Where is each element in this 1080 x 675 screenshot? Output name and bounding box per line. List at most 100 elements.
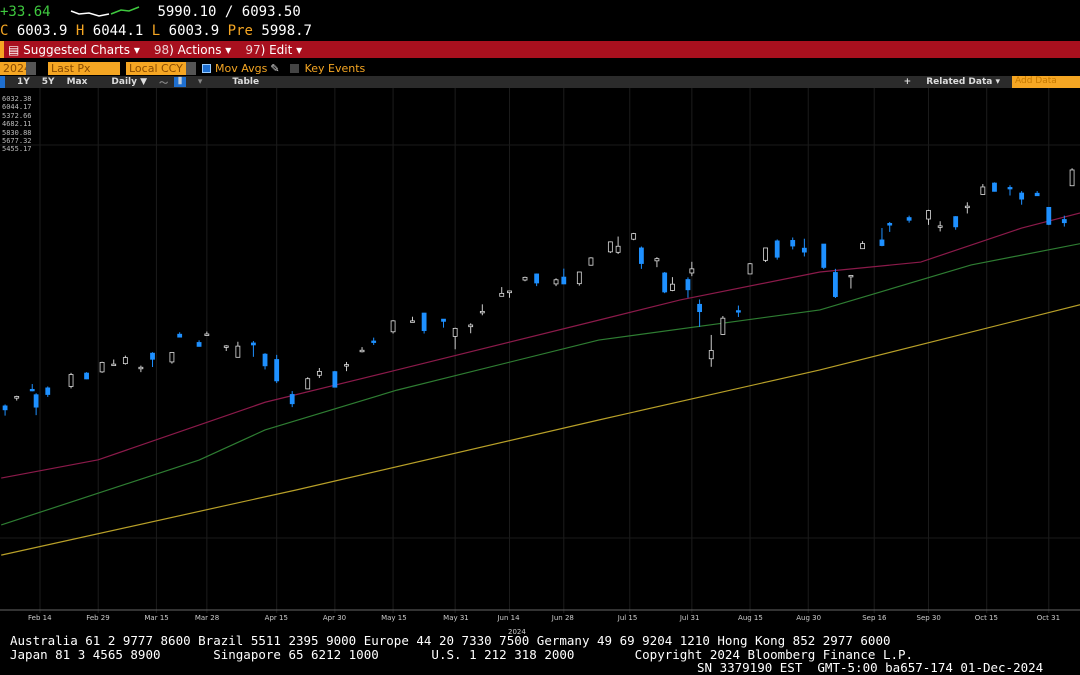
- candle-body: [421, 312, 427, 331]
- x-tick-label: Sep 16: [862, 614, 887, 622]
- candle-body: [588, 257, 594, 266]
- candle-body: [305, 378, 311, 390]
- candle-body: [821, 243, 827, 268]
- range-toolbar: 1Y 5Y Max Daily ▼ 〜 ⫴ ▾ Table + Related …: [0, 76, 1080, 89]
- legend-value-high: 6044.17: [2, 103, 32, 112]
- candle-body: [685, 279, 691, 291]
- footer-phone-line-2: Japan 81 3 4565 8900 Singapore 65 6212 1…: [10, 647, 914, 662]
- candle-body: [833, 272, 838, 297]
- candle-body: [289, 394, 295, 405]
- edit-menu[interactable]: 97) Edit ▾: [245, 42, 303, 57]
- candle-body: [615, 245, 621, 253]
- ask-price: 6093.50: [241, 4, 301, 20]
- candle-chart-icon[interactable]: ⫴: [174, 77, 186, 87]
- pre-value: 5998.7: [261, 23, 312, 39]
- x-tick-label: Mar 15: [144, 614, 169, 622]
- range-max-button[interactable]: Max: [66, 77, 88, 87]
- candle-body: [177, 333, 183, 338]
- x-tick-label: Jun 28: [551, 614, 574, 622]
- candle-body: [316, 370, 322, 376]
- year-spinner[interactable]: [26, 62, 36, 75]
- candle-body: [670, 283, 675, 291]
- candle-body: [122, 357, 128, 365]
- key-events-label: Key Events: [304, 62, 366, 75]
- low-label: L: [151, 23, 161, 39]
- candle-body: [359, 349, 365, 353]
- period-label: Daily: [111, 77, 137, 87]
- related-data-button[interactable]: + Related Data ▾: [903, 77, 1000, 87]
- candle-body: [45, 387, 51, 395]
- price-field-select[interactable]: Last Px: [48, 62, 120, 75]
- actions-menu[interactable]: 98) Actions ▾: [153, 42, 232, 57]
- pencil-icon[interactable]: ✎: [270, 62, 280, 75]
- candle-body: [662, 272, 668, 293]
- price-chart[interactable]: [0, 88, 1080, 613]
- x-tick-label: Oct 31: [1036, 614, 1061, 622]
- candle-body: [736, 310, 741, 313]
- x-tick-label: Mar 28: [194, 614, 220, 622]
- x-tick-label: Jun 14: [497, 614, 520, 622]
- legend-value-ma100: 5677.32: [2, 137, 32, 146]
- add-data-input[interactable]: Add Data: [1012, 76, 1080, 88]
- candle-body: [980, 186, 986, 195]
- candle-body: [906, 217, 912, 221]
- period-select[interactable]: Daily ▼: [111, 77, 148, 87]
- candle-body: [196, 342, 202, 347]
- candle-body: [2, 405, 8, 411]
- table-button[interactable]: Table: [232, 77, 260, 87]
- x-tick-label: Aug 30: [796, 614, 822, 622]
- year-field[interactable]: 2024: [0, 62, 31, 75]
- candle-body: [801, 247, 807, 253]
- candle-body: [774, 240, 780, 258]
- candle-body: [262, 353, 268, 367]
- mov-avgs-checkbox[interactable]: [202, 64, 211, 73]
- ma-200-line: [1, 304, 1080, 556]
- candle-body: [344, 364, 349, 367]
- candle-body: [689, 268, 695, 274]
- currency-dropdown-icon[interactable]: [186, 62, 196, 75]
- candle-body: [235, 345, 241, 358]
- open-value: 6003.9: [16, 23, 68, 39]
- line-chart-icon[interactable]: 〜: [159, 78, 169, 89]
- candle-body: [150, 352, 155, 360]
- chart-legend-values: 6032.38 6044.17 5372.66 4682.11 5830.88 …: [2, 95, 32, 154]
- low-value: 6003.9: [168, 23, 220, 39]
- candle-body: [332, 371, 338, 388]
- quote-line-1: +33.64 5990.10 / 6093.50: [0, 4, 301, 20]
- legend-value-3: 5372.66: [2, 111, 32, 120]
- candle-body: [468, 324, 474, 328]
- key-events-checkbox[interactable]: [289, 64, 299, 73]
- candle-body: [708, 350, 714, 360]
- candle-body: [250, 342, 256, 346]
- currency-select[interactable]: Local CCY: [126, 62, 186, 75]
- candle-body: [534, 273, 540, 284]
- candle-body: [654, 258, 660, 262]
- x-tick-label: Apr 15: [264, 614, 288, 622]
- suggested-charts-menu[interactable]: ▤ Suggested Charts ▾: [8, 42, 140, 57]
- x-tick-label: Oct 15: [974, 614, 998, 622]
- candle-body: [964, 205, 970, 209]
- candle-body: [371, 340, 377, 343]
- candle-body: [992, 182, 997, 192]
- candle-body: [763, 247, 768, 261]
- mov-avgs-label: Mov Avgs: [215, 62, 268, 75]
- candle-body: [607, 241, 613, 253]
- candle-body: [441, 318, 446, 322]
- open-label: C: [0, 23, 9, 39]
- suggested-charts-label: Suggested Charts: [23, 42, 130, 57]
- range-5y-button[interactable]: 5Y: [41, 77, 55, 87]
- candle-body: [99, 362, 105, 373]
- high-label: H: [75, 23, 85, 39]
- chart-type-dropdown[interactable]: ▾: [197, 77, 203, 87]
- legend-value-4: 4682.11: [2, 120, 32, 129]
- candle-body: [953, 216, 959, 228]
- range-1y-button[interactable]: 1Y: [17, 77, 30, 87]
- footer-phone-line-1: Australia 61 2 9777 8600 Brazil 5511 239…: [10, 633, 891, 648]
- chart-toolbar: 2024 Last Px Local CCY Mov Avgs ✎ Key Ev…: [0, 61, 1080, 76]
- candle-body: [522, 276, 528, 281]
- candle-body: [138, 366, 144, 370]
- x-tick-label: May 15: [381, 614, 407, 622]
- candle-body: [860, 243, 865, 250]
- bid-ask-separator: /: [224, 4, 234, 20]
